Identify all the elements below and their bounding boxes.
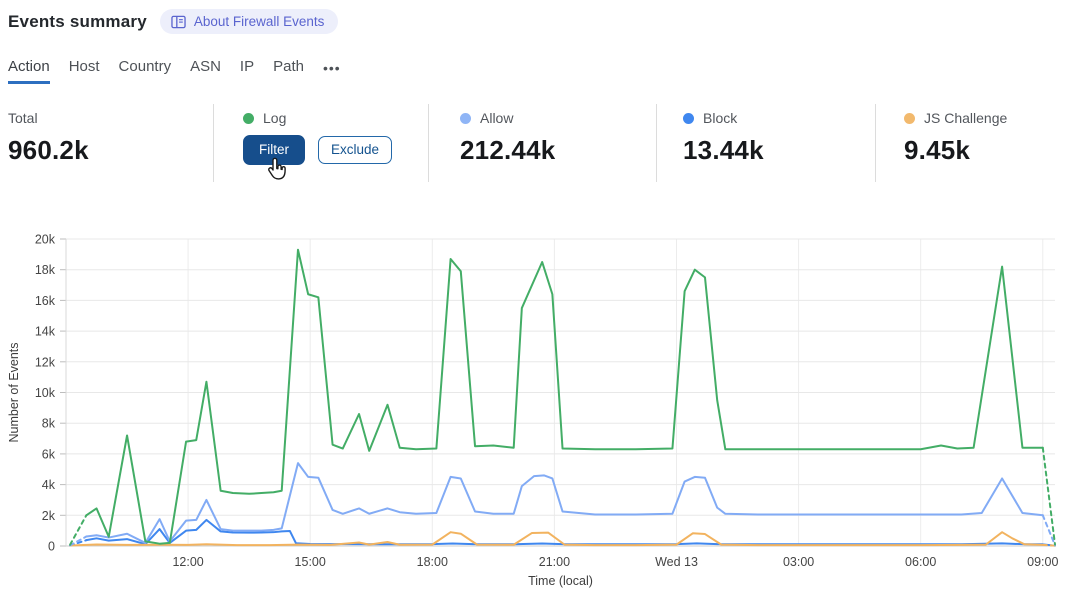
- stat-js-challenge[interactable]: JS Challenge 9.45k: [875, 104, 1068, 182]
- y-tick-label: 12k: [35, 355, 56, 369]
- about-badge-label: About Firewall Events: [193, 14, 325, 29]
- tab-host[interactable]: Host: [68, 58, 100, 75]
- stat-total-label: Total: [8, 110, 38, 126]
- x-tick-label: 09:00: [1027, 555, 1058, 569]
- y-tick-label: 0: [48, 540, 55, 554]
- tab-ip[interactable]: IP: [239, 58, 255, 75]
- stat-log-label: Log: [263, 110, 287, 126]
- series-line-block: [85, 518, 1056, 547]
- stat-allow-label: Allow: [480, 110, 514, 126]
- stats-row: Total 960.2k Log Filter Exclude Allow 21…: [0, 104, 1068, 182]
- series-line-log-dashed-head: [69, 514, 88, 546]
- series-line-allow-dashed-tail: [1041, 514, 1056, 547]
- stat-total: Total 960.2k: [0, 104, 213, 182]
- stat-block-value: 13.44k: [683, 135, 764, 165]
- js-challenge-legend-dot: [904, 112, 915, 124]
- tab-asn[interactable]: ASN: [190, 58, 221, 75]
- x-axis-title: Time (local): [528, 574, 593, 588]
- y-tick-label: 2k: [42, 509, 56, 523]
- stat-allow[interactable]: Allow 212.44k: [428, 104, 656, 182]
- x-tick-label: 21:00: [539, 555, 570, 569]
- stat-js-challenge-label: JS Challenge: [924, 110, 1008, 126]
- y-tick-label: 6k: [42, 447, 56, 461]
- events-time-series-chart[interactable]: 0 2k 4k 6k 8k 10k 12k 14k 16k 18k 20k 12:00 15:00 18:…: [0, 225, 1068, 598]
- book-icon: [171, 15, 186, 29]
- page-title: Events summary: [8, 11, 147, 31]
- stat-block[interactable]: Block 13.44k: [656, 104, 875, 182]
- stat-allow-value: 212.44k: [460, 135, 556, 165]
- allow-legend-dot: [460, 112, 471, 124]
- page-header: Events summary About Firewall Events: [8, 9, 339, 34]
- log-legend-dot: [243, 112, 254, 124]
- x-tick-label: Wed 13: [655, 555, 698, 569]
- y-tick-label: 18k: [35, 263, 56, 277]
- y-tick-label: 20k: [35, 233, 56, 247]
- y-tick-label: 14k: [35, 325, 56, 339]
- x-tick-label: 12:00: [172, 555, 203, 569]
- y-tick-label: 4k: [42, 478, 56, 492]
- block-legend-dot: [683, 112, 694, 124]
- y-tick-label: 16k: [35, 294, 56, 308]
- x-tick-label: 03:00: [783, 555, 814, 569]
- dimension-tabs: Action Host Country ASN IP Path •••: [8, 58, 341, 84]
- tab-country[interactable]: Country: [118, 58, 172, 75]
- series-line-allow: [85, 462, 1044, 544]
- tabs-more-menu-icon[interactable]: •••: [322, 60, 341, 76]
- x-tick-label: 15:00: [295, 555, 326, 569]
- tab-path[interactable]: Path: [273, 58, 304, 75]
- series-line-js-challenge: [69, 531, 1044, 547]
- stat-total-value: 960.2k: [8, 135, 89, 165]
- filter-button[interactable]: Filter: [243, 135, 305, 165]
- exclude-button[interactable]: Exclude: [318, 136, 393, 164]
- stat-js-challenge-value: 9.45k: [904, 135, 971, 165]
- series-line-log-dashed-tail: [1041, 446, 1056, 546]
- tab-action[interactable]: Action: [8, 58, 50, 84]
- x-tick-label: 06:00: [905, 555, 936, 569]
- about-firewall-events-link[interactable]: About Firewall Events: [159, 9, 339, 34]
- y-tick-label: 10k: [35, 386, 56, 400]
- x-tick-label: 18:00: [417, 555, 448, 569]
- y-axis-title: Number of Events: [7, 342, 21, 442]
- series-line-log: [85, 248, 1044, 545]
- y-tick-label: 8k: [42, 417, 56, 431]
- series-line-js-challenge-dashed-tail: [1041, 543, 1056, 547]
- stat-log[interactable]: Log Filter Exclude: [213, 104, 428, 182]
- stat-block-label: Block: [703, 110, 738, 126]
- series-line-allow-dashed-head: [69, 535, 88, 547]
